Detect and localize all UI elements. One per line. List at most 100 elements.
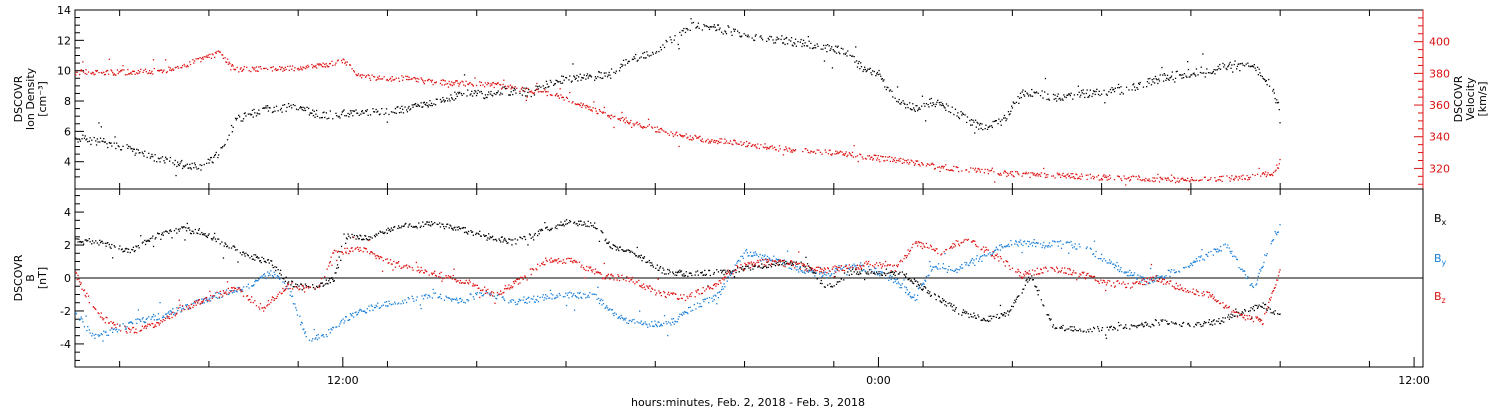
by-series-point	[376, 305, 378, 308]
velocity-series-point	[216, 50, 218, 53]
velocity-series-point	[765, 146, 767, 148]
bx-series-point	[185, 227, 187, 229]
velocity-series-point	[205, 56, 207, 58]
bx-series-point	[127, 251, 129, 253]
by-series-point	[934, 266, 936, 268]
velocity-series-point	[1101, 179, 1104, 181]
by-series-point	[1226, 246, 1228, 249]
bz-series-point	[247, 299, 249, 301]
bx-series-point	[618, 246, 621, 248]
velocity-series-point	[633, 125, 635, 127]
by-series-point	[1189, 264, 1191, 267]
velocity-series-point	[622, 120, 625, 122]
bz-series-point	[299, 288, 301, 290]
density-series-point	[1223, 66, 1225, 68]
density-series-point	[275, 105, 278, 107]
by-series-point	[604, 307, 606, 309]
velocity-series-point	[986, 168, 989, 171]
density-series-point	[686, 28, 688, 30]
by-series-point	[801, 270, 803, 272]
velocity-series-point	[1199, 179, 1201, 182]
by-series-point	[1101, 253, 1103, 256]
bx-series-point	[165, 230, 168, 232]
density-series-point	[1117, 83, 1120, 86]
by-series-point	[1246, 277, 1248, 280]
bx-series-point	[672, 271, 674, 273]
velocity-series-point	[537, 91, 540, 93]
density-series-point	[917, 108, 920, 110]
bz-series-point	[406, 267, 409, 269]
by-series-point	[1105, 260, 1107, 262]
velocity-series-point	[206, 56, 209, 58]
bx-series-point	[740, 267, 742, 269]
bz-series-point	[272, 297, 274, 299]
velocity-series-point	[736, 143, 738, 145]
velocity-series-point	[1236, 176, 1238, 178]
velocity-series-point	[939, 170, 941, 173]
bx-series-point	[1140, 324, 1142, 326]
density-series-point	[160, 157, 162, 159]
density-series-point	[692, 21, 695, 24]
bz-series-point	[318, 286, 320, 289]
bx-series-point	[678, 271, 680, 273]
bx-series-point	[1120, 324, 1122, 326]
bz-series-point	[569, 257, 571, 260]
by-series-point	[1109, 262, 1112, 265]
by-series-point	[830, 274, 832, 276]
velocity-series-point	[565, 96, 568, 98]
density-series-point	[373, 111, 375, 113]
velocity-series-point	[1157, 173, 1159, 175]
by-series-point	[909, 291, 911, 294]
bz-series-point	[358, 250, 360, 252]
velocity-series-point	[298, 69, 300, 71]
density-series-point	[1256, 66, 1259, 68]
by-series-point	[434, 292, 437, 294]
bx-series-point	[527, 244, 529, 246]
density-series-point	[1031, 95, 1034, 97]
velocity-series-point	[601, 111, 603, 113]
by-series-point	[165, 313, 167, 315]
velocity-series-point	[434, 82, 437, 84]
density-series-point	[1209, 72, 1211, 74]
velocity-series-point	[381, 78, 383, 80]
bx-series-point	[588, 225, 590, 228]
density-series-point	[490, 90, 492, 93]
density-series-point	[573, 75, 575, 77]
density-series-point	[1223, 64, 1226, 66]
density-series-point	[1211, 72, 1213, 75]
bx-series-point	[1260, 306, 1263, 308]
velocity-series-point	[558, 97, 560, 99]
velocity-series-point	[465, 80, 467, 82]
by-series-point	[806, 270, 808, 272]
velocity-series-point	[306, 67, 308, 69]
by-series-point	[239, 289, 241, 292]
bx-series-point	[908, 278, 910, 280]
density-series-point	[103, 141, 106, 143]
by-series-point	[440, 297, 442, 300]
by-series-point	[640, 320, 642, 322]
bz-series-point	[218, 296, 221, 298]
bx-series-point	[146, 239, 148, 241]
density-series-point	[1229, 61, 1231, 64]
bx-series-point	[430, 225, 432, 227]
density-series-point	[842, 48, 844, 50]
density-series-point	[1014, 102, 1016, 105]
bz-series-point	[573, 260, 575, 262]
by-series-point	[169, 310, 172, 312]
velocity-series-point	[1275, 169, 1277, 171]
density-series-point	[782, 42, 785, 44]
velocity-series-point	[871, 156, 873, 158]
by-series-point	[905, 291, 907, 294]
density-series-point	[141, 151, 143, 153]
velocity-series-point	[1244, 178, 1247, 180]
density-series-point	[690, 18, 692, 20]
velocity-series-point	[279, 66, 281, 68]
bx-series-point	[532, 236, 534, 238]
bx-series-point	[340, 259, 342, 261]
by-series-point	[570, 292, 572, 294]
velocity-series-point	[428, 78, 430, 80]
velocity-series-point	[277, 68, 279, 71]
bx-series-point	[874, 273, 876, 275]
velocity-series-point	[103, 71, 105, 73]
by-series-point	[459, 298, 461, 300]
